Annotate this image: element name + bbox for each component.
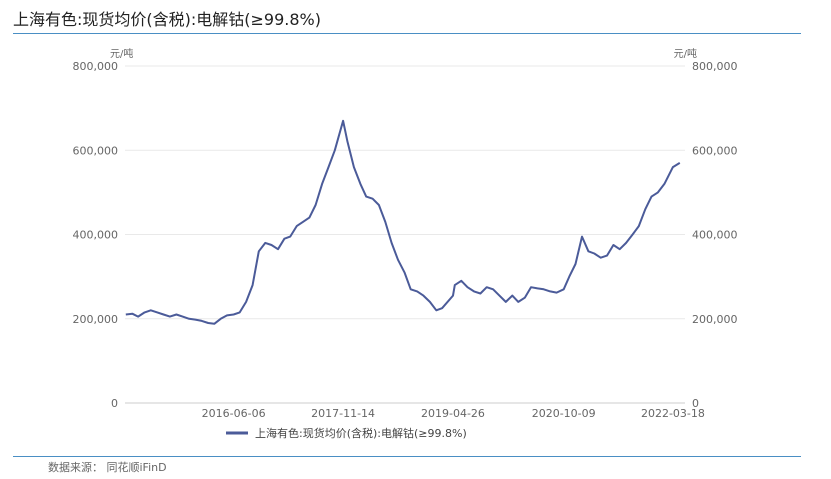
y-tick-label-left: 600,000 — [73, 144, 119, 157]
x-tick-label: 2017-11-14 — [311, 407, 375, 420]
x-tick-label: 2019-04-26 — [421, 407, 485, 420]
x-tick-label: 2016-06-06 — [202, 407, 266, 420]
grid-layer — [125, 65, 685, 320]
y-axis-unit-right: 元/吨 — [674, 47, 697, 60]
top-divider — [13, 33, 801, 34]
y-tick-label-right: 0 — [692, 397, 699, 410]
y-tick-label-left: 800,000 — [73, 60, 119, 73]
chart-title: 上海有色:现货均价(含税):电解钴(≥99.8%) — [13, 10, 321, 29]
x-tick-label: 2022-03-18 — [641, 407, 705, 420]
bottom-divider — [13, 456, 801, 457]
y-tick-label-right: 600,000 — [692, 144, 738, 157]
y-tick-label-right: 800,000 — [692, 60, 738, 73]
y-tick-label-right: 200,000 — [692, 313, 738, 326]
legend-label: 上海有色:现货均价(含税):电解钴(≥99.8%) — [255, 426, 467, 440]
series-line[interactable] — [125, 119, 681, 325]
tick-labels: 0 0 200,000 200,000 400,000 400,000 600,000 600… — [73, 60, 738, 420]
x-tick-label: 2020-10-09 — [532, 407, 596, 420]
y-tick-label-left: 200,000 — [73, 313, 119, 326]
y-axis-unit-left: 元/吨 — [110, 47, 133, 60]
data-source: 数据来源： 同花顺iFinD — [48, 461, 167, 474]
y-tick-label-left: 400,000 — [73, 229, 119, 242]
y-tick-label-right: 400,000 — [692, 229, 738, 242]
legend: 上海有色:现货均价(含税):电解钴(≥99.8%) — [226, 426, 467, 440]
y-tick-label-left: 0 — [111, 397, 118, 410]
